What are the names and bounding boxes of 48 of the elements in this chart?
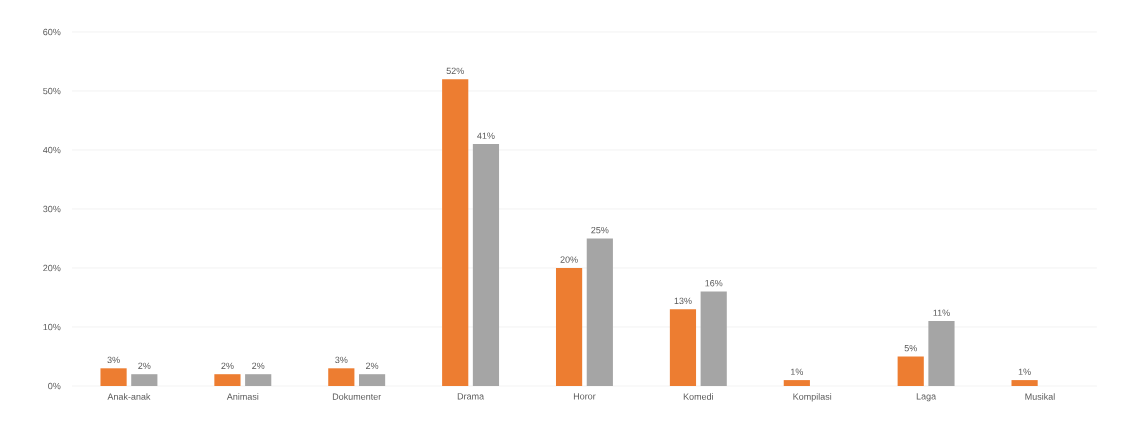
bar [100, 368, 127, 386]
bar [1011, 380, 1038, 386]
data-label: 11% [933, 309, 950, 316]
x-tick-label: Komedi [683, 393, 713, 400]
data-label: 5% [904, 344, 917, 352]
data-label: 25% [591, 226, 609, 234]
bar [472, 144, 500, 386]
data-label: 13% [674, 297, 692, 305]
data-label: 2% [138, 362, 151, 369]
x-tick-label: Horor [573, 393, 596, 400]
bar [783, 380, 810, 386]
x-tick-label: Animasi [226, 393, 259, 400]
y-tick-label: 20% [43, 264, 61, 272]
data-label: 2% [221, 362, 234, 369]
y-tick-label: 40% [42, 146, 61, 154]
bar [700, 291, 727, 386]
x-tick-label: Dokumenter [332, 393, 382, 400]
y-tick-label: 0% [48, 382, 61, 390]
x-tick-label: Drama [457, 393, 485, 400]
data-label: 1% [1018, 368, 1031, 375]
data-label: 2% [366, 362, 379, 369]
data-label: 52% [446, 67, 464, 74]
bar [245, 374, 272, 386]
y-tick-label: 30% [43, 205, 61, 213]
y-tick-label: 50% [43, 87, 61, 95]
data-label: 3% [335, 356, 348, 364]
x-tick-label: Musikal [1025, 393, 1055, 400]
y-tick-label: 10% [43, 323, 61, 331]
data-label: 41% [477, 132, 495, 139]
bar [131, 374, 158, 386]
data-label: 3% [107, 356, 120, 364]
bar [586, 238, 613, 386]
bar [442, 79, 469, 386]
x-tick-label: Anak-anak [107, 393, 151, 400]
bar [928, 321, 955, 386]
data-label: 20% [560, 256, 578, 263]
bar [669, 309, 697, 386]
bar [555, 268, 583, 386]
x-tick-label: Kompilasi [793, 393, 832, 402]
bar [897, 356, 924, 386]
x-tick-label: Laga [916, 393, 937, 402]
bar [328, 368, 355, 386]
y-tick-label: 60% [43, 28, 61, 36]
data-label: 16% [705, 280, 723, 287]
data-label: 1% [791, 368, 804, 375]
data-label: 2% [252, 362, 265, 369]
bar [214, 374, 241, 386]
bar [358, 374, 386, 386]
